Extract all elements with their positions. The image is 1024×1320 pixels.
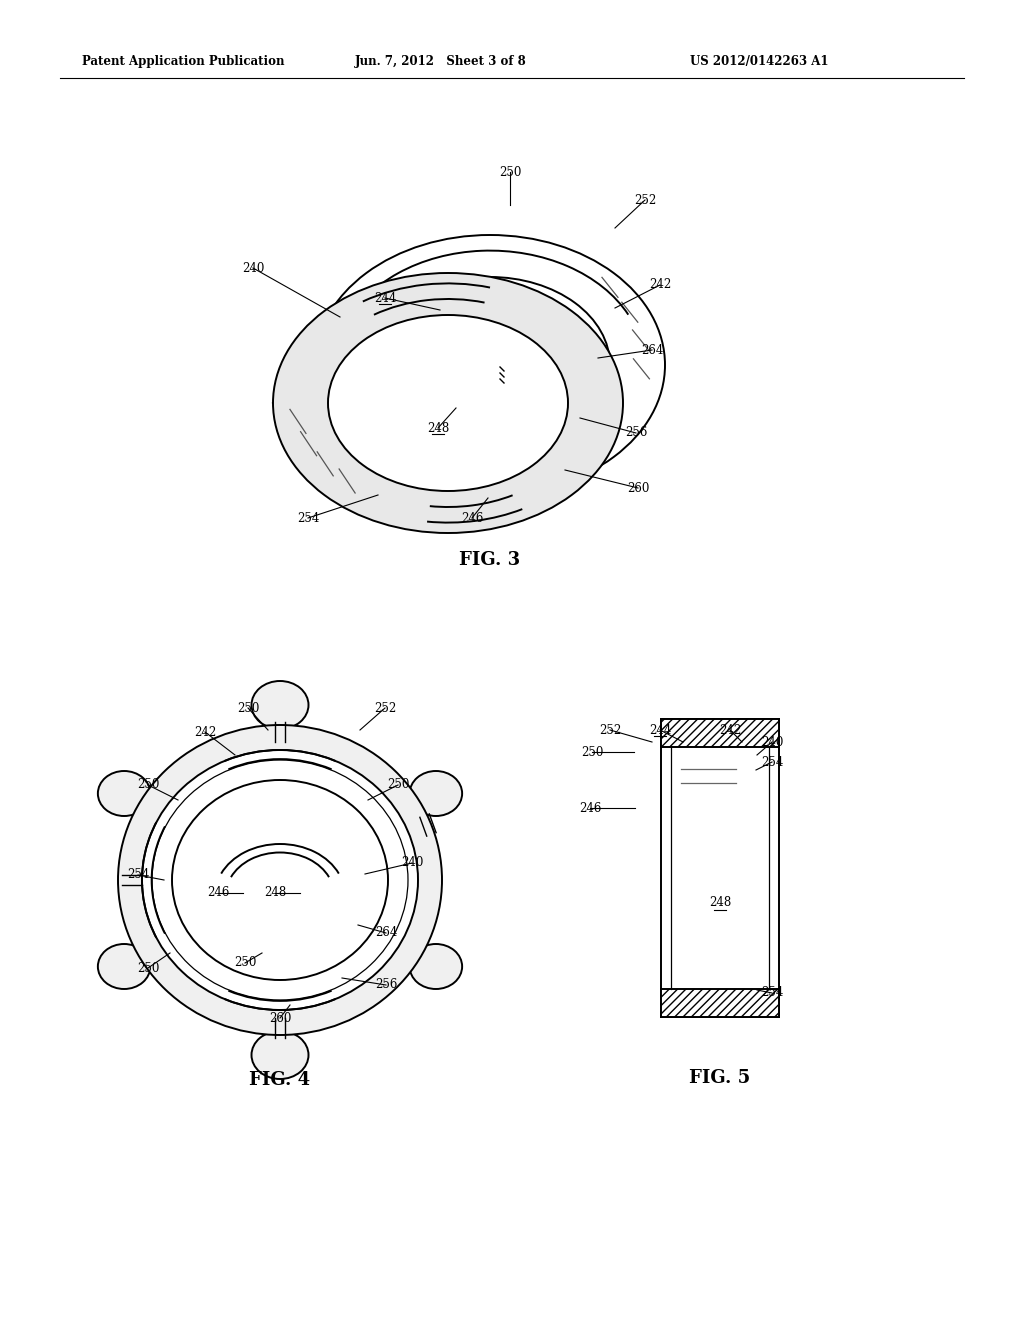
Text: 256: 256 — [375, 978, 397, 991]
Text: Jun. 7, 2012   Sheet 3 of 8: Jun. 7, 2012 Sheet 3 of 8 — [355, 55, 526, 69]
Text: 260: 260 — [269, 1011, 291, 1024]
Ellipse shape — [328, 315, 568, 491]
Text: 260: 260 — [627, 482, 649, 495]
Text: FIG. 5: FIG. 5 — [689, 1069, 751, 1086]
Text: 254: 254 — [297, 511, 319, 524]
Text: 264: 264 — [641, 343, 664, 356]
Ellipse shape — [273, 273, 623, 533]
Text: 240: 240 — [400, 857, 423, 870]
Bar — [662, 989, 779, 1016]
Ellipse shape — [172, 780, 388, 979]
Ellipse shape — [98, 771, 151, 816]
Text: 250: 250 — [137, 961, 159, 974]
Text: 242: 242 — [719, 723, 741, 737]
Text: 250: 250 — [499, 165, 521, 178]
Text: 248: 248 — [709, 896, 731, 909]
Text: 250: 250 — [233, 957, 256, 969]
Text: 256: 256 — [625, 426, 647, 440]
Text: FIG. 4: FIG. 4 — [250, 1071, 310, 1089]
Text: 254: 254 — [761, 755, 783, 768]
Text: 248: 248 — [427, 421, 450, 434]
Bar — [662, 719, 779, 747]
Text: 246: 246 — [207, 887, 229, 899]
Text: Patent Application Publication: Patent Application Publication — [82, 55, 285, 69]
Text: 240: 240 — [242, 261, 264, 275]
Text: 254: 254 — [127, 869, 150, 882]
Text: 244: 244 — [649, 723, 671, 737]
Ellipse shape — [118, 725, 442, 1035]
Ellipse shape — [252, 681, 308, 729]
Ellipse shape — [98, 944, 151, 989]
Text: 254: 254 — [761, 986, 783, 999]
Ellipse shape — [410, 771, 462, 816]
Text: 246: 246 — [461, 511, 483, 524]
Text: 248: 248 — [264, 887, 286, 899]
Ellipse shape — [252, 1031, 308, 1078]
Ellipse shape — [410, 944, 462, 989]
Bar — [662, 719, 779, 1016]
Text: 250: 250 — [581, 746, 603, 759]
Text: US 2012/0142263 A1: US 2012/0142263 A1 — [690, 55, 828, 69]
Text: 242: 242 — [649, 279, 671, 292]
Text: 250: 250 — [137, 779, 159, 792]
Text: 250: 250 — [237, 701, 259, 714]
Text: 252: 252 — [374, 701, 396, 714]
Text: 240: 240 — [761, 735, 783, 748]
Text: FIG. 3: FIG. 3 — [460, 550, 520, 569]
Text: 252: 252 — [599, 723, 622, 737]
Text: 242: 242 — [194, 726, 216, 738]
Text: 252: 252 — [634, 194, 656, 206]
Text: 264: 264 — [375, 927, 397, 940]
Text: 250: 250 — [387, 779, 410, 792]
Text: 246: 246 — [579, 801, 601, 814]
Text: 244: 244 — [374, 292, 396, 305]
Ellipse shape — [142, 750, 418, 1010]
